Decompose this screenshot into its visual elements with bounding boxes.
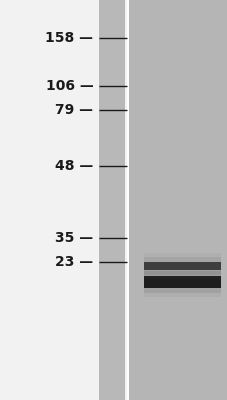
Text: 158 —: 158 — [45,31,93,45]
Bar [143,262,220,270]
Text: 23 —: 23 — [55,255,93,269]
Bar [126,0,129,400]
Text: 79 —: 79 — [55,103,93,117]
Bar [143,267,220,297]
Bar [143,276,220,288]
Bar [143,271,220,293]
Bar [143,257,220,275]
Text: 106 —: 106 — [46,79,93,93]
Text: 35 —: 35 — [55,231,93,245]
Bar [128,0,227,400]
Text: 48 —: 48 — [55,159,93,173]
Bar [99,0,125,400]
Bar [143,253,220,279]
